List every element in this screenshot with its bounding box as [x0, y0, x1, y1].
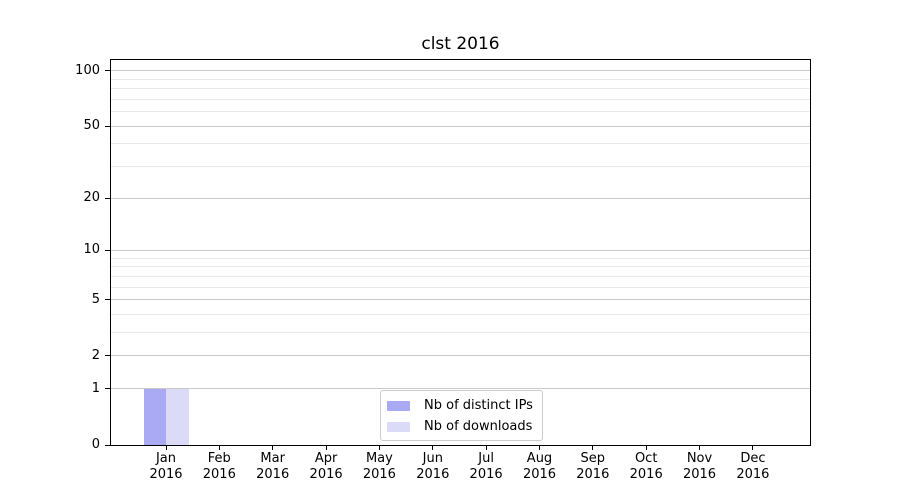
x-tick-mark	[218, 446, 220, 450]
legend-label: Nb of distinct IPs	[424, 398, 533, 413]
y-major-gridline	[111, 70, 810, 71]
y-tick-label: 50	[83, 118, 100, 133]
y-tick-mark	[105, 197, 110, 199]
y-tick-mark	[105, 444, 110, 446]
legend-item-downloads: Nb of downloads	[387, 416, 533, 437]
y-minor-gridline	[111, 165, 810, 167]
y-minor-gridline	[111, 313, 810, 315]
y-tick-mark	[105, 355, 110, 357]
x-tick-label: Apr 2016	[309, 451, 343, 482]
legend-label: Nb of downloads	[424, 419, 533, 434]
downloads-swatch-icon	[387, 421, 410, 432]
x-tick-label: Jun 2016	[416, 451, 450, 482]
x-tick-mark	[432, 446, 434, 450]
y-minor-gridline	[111, 87, 810, 89]
y-tick-label: 2	[91, 347, 100, 363]
x-tick-mark	[699, 446, 700, 450]
x-tick-mark	[378, 446, 380, 450]
bar-nb-of-distinct-ips-jan-2016	[143, 388, 166, 445]
y-minor-gridline	[111, 332, 810, 333]
plot-area	[110, 59, 811, 446]
y-tick-label: 10	[83, 242, 100, 258]
y-tick-mark	[105, 249, 110, 251]
x-tick-label: Jul 2016	[469, 451, 503, 482]
bar-nb-of-downloads-jan-2016	[166, 388, 189, 445]
x-tick-mark	[325, 446, 327, 450]
y-major-gridline	[111, 249, 810, 251]
y-minor-gridline	[111, 78, 810, 80]
y-minor-gridline	[111, 266, 810, 268]
x-tick-label: Jan 2016	[149, 451, 183, 482]
x-tick-mark	[165, 446, 167, 450]
x-tick-label: Sep 2016	[576, 451, 610, 482]
y-tick-label: 1	[91, 380, 100, 396]
y-minor-gridline	[111, 143, 810, 145]
y-tick-label: 100	[75, 62, 100, 78]
x-tick-label: Mar 2016	[256, 451, 290, 482]
x-tick-label: Aug 2016	[522, 451, 557, 482]
y-tick-mark	[105, 299, 110, 301]
x-tick-mark	[272, 446, 274, 450]
y-major-gridline	[111, 125, 810, 127]
y-minor-gridline	[111, 98, 810, 100]
y-major-gridline	[111, 299, 810, 301]
y-major-gridline	[111, 197, 810, 199]
y-minor-gridline	[111, 110, 810, 112]
x-tick-mark	[485, 446, 487, 450]
x-tick-mark	[592, 446, 594, 450]
legend-item-distinct-ips: Nb of distinct IPs	[387, 395, 533, 416]
x-tick-mark	[539, 446, 540, 450]
y-major-gridline	[111, 388, 810, 390]
x-tick-label: Nov 2016	[682, 451, 717, 482]
y-major-gridline	[111, 355, 810, 357]
y-minor-gridline	[111, 257, 810, 259]
y-minor-gridline	[111, 275, 810, 277]
y-minor-gridline	[111, 286, 810, 288]
y-tick-label: 0	[91, 437, 100, 452]
y-tick-mark	[105, 125, 110, 127]
y-tick-label: 5	[91, 291, 100, 307]
x-tick-label: May 2016	[362, 451, 396, 482]
x-tick-label: Feb 2016	[202, 451, 236, 482]
x-tick-mark	[645, 446, 647, 450]
x-tick-label: Oct 2016	[629, 451, 663, 482]
y-tick-mark	[105, 388, 110, 390]
x-tick-mark	[752, 446, 754, 450]
distinct-ips-swatch-icon	[387, 400, 410, 411]
y-tick-label: 20	[83, 190, 100, 205]
x-tick-label: Dec 2016	[736, 451, 770, 482]
y-tick-mark	[105, 70, 110, 71]
legend: Nb of distinct IPs Nb of downloads	[380, 390, 543, 441]
chart-title: clst 2016	[421, 34, 500, 54]
